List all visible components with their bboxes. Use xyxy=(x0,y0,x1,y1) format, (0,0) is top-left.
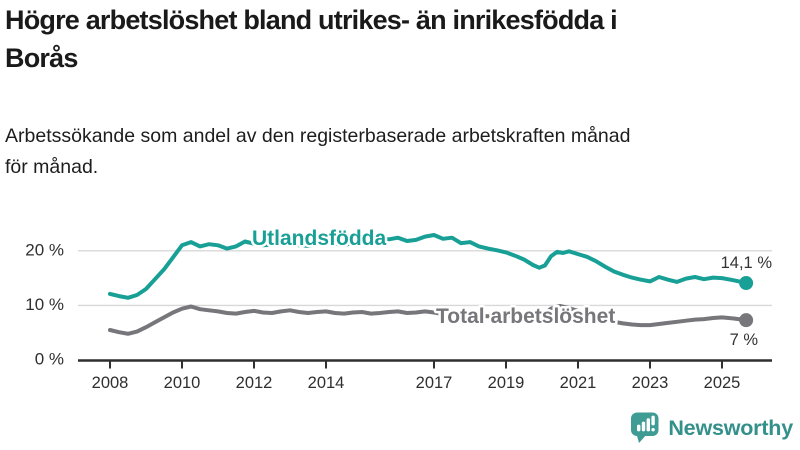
chart-title: Högre arbetslöshet bland utrikes- än inr… xyxy=(5,1,795,77)
end-value-total-arbetsloshet: 7 % xyxy=(730,331,759,349)
x-tick-label: 2010 xyxy=(164,374,201,392)
chart-subtitle-line2: för månad. xyxy=(5,156,99,178)
x-tick-label: 2019 xyxy=(488,374,525,392)
x-tick-label: 2008 xyxy=(92,374,129,392)
series-label-total-arbetsloshet: Total arbetslöshet xyxy=(436,305,615,328)
end-dot-total-arbetsloshet xyxy=(739,313,754,328)
chart-title-line1: Högre arbetslöshet bland utrikes- än inr… xyxy=(5,5,618,35)
line-utlandsfodda xyxy=(108,233,749,300)
x-tick-label: 2021 xyxy=(560,374,597,392)
chart-subtitle-line1: Arbetssökande som andel av den registerb… xyxy=(5,125,631,147)
x-tick-label: 2014 xyxy=(308,374,345,392)
y-tick-label: 20 % xyxy=(25,240,64,259)
y-tick-label: 10 % xyxy=(25,295,64,314)
end-value-utlandsfodda: 14,1 % xyxy=(721,254,773,272)
x-tick-label: 2023 xyxy=(632,374,669,392)
line-total-arbetsloshet xyxy=(108,303,749,336)
end-dot-utlandsfodda xyxy=(739,276,754,291)
newsworthy-speech-bubble-bar-chart-icon xyxy=(631,412,659,443)
newsworthy-logo: Newsworthy xyxy=(630,411,793,445)
x-tick-label: 2025 xyxy=(704,374,741,392)
x-tick-label: 2017 xyxy=(416,374,453,392)
chart-title-line2: Borås xyxy=(5,43,78,73)
chart-subtitle: Arbetssökande som andel av den registerb… xyxy=(5,121,795,183)
y-tick-label: 0 % xyxy=(35,349,64,368)
brand-name: Newsworthy xyxy=(668,415,793,440)
series-label-utlandsfodda: Utlandsfödda xyxy=(252,227,386,250)
x-tick-label: 2012 xyxy=(236,374,273,392)
